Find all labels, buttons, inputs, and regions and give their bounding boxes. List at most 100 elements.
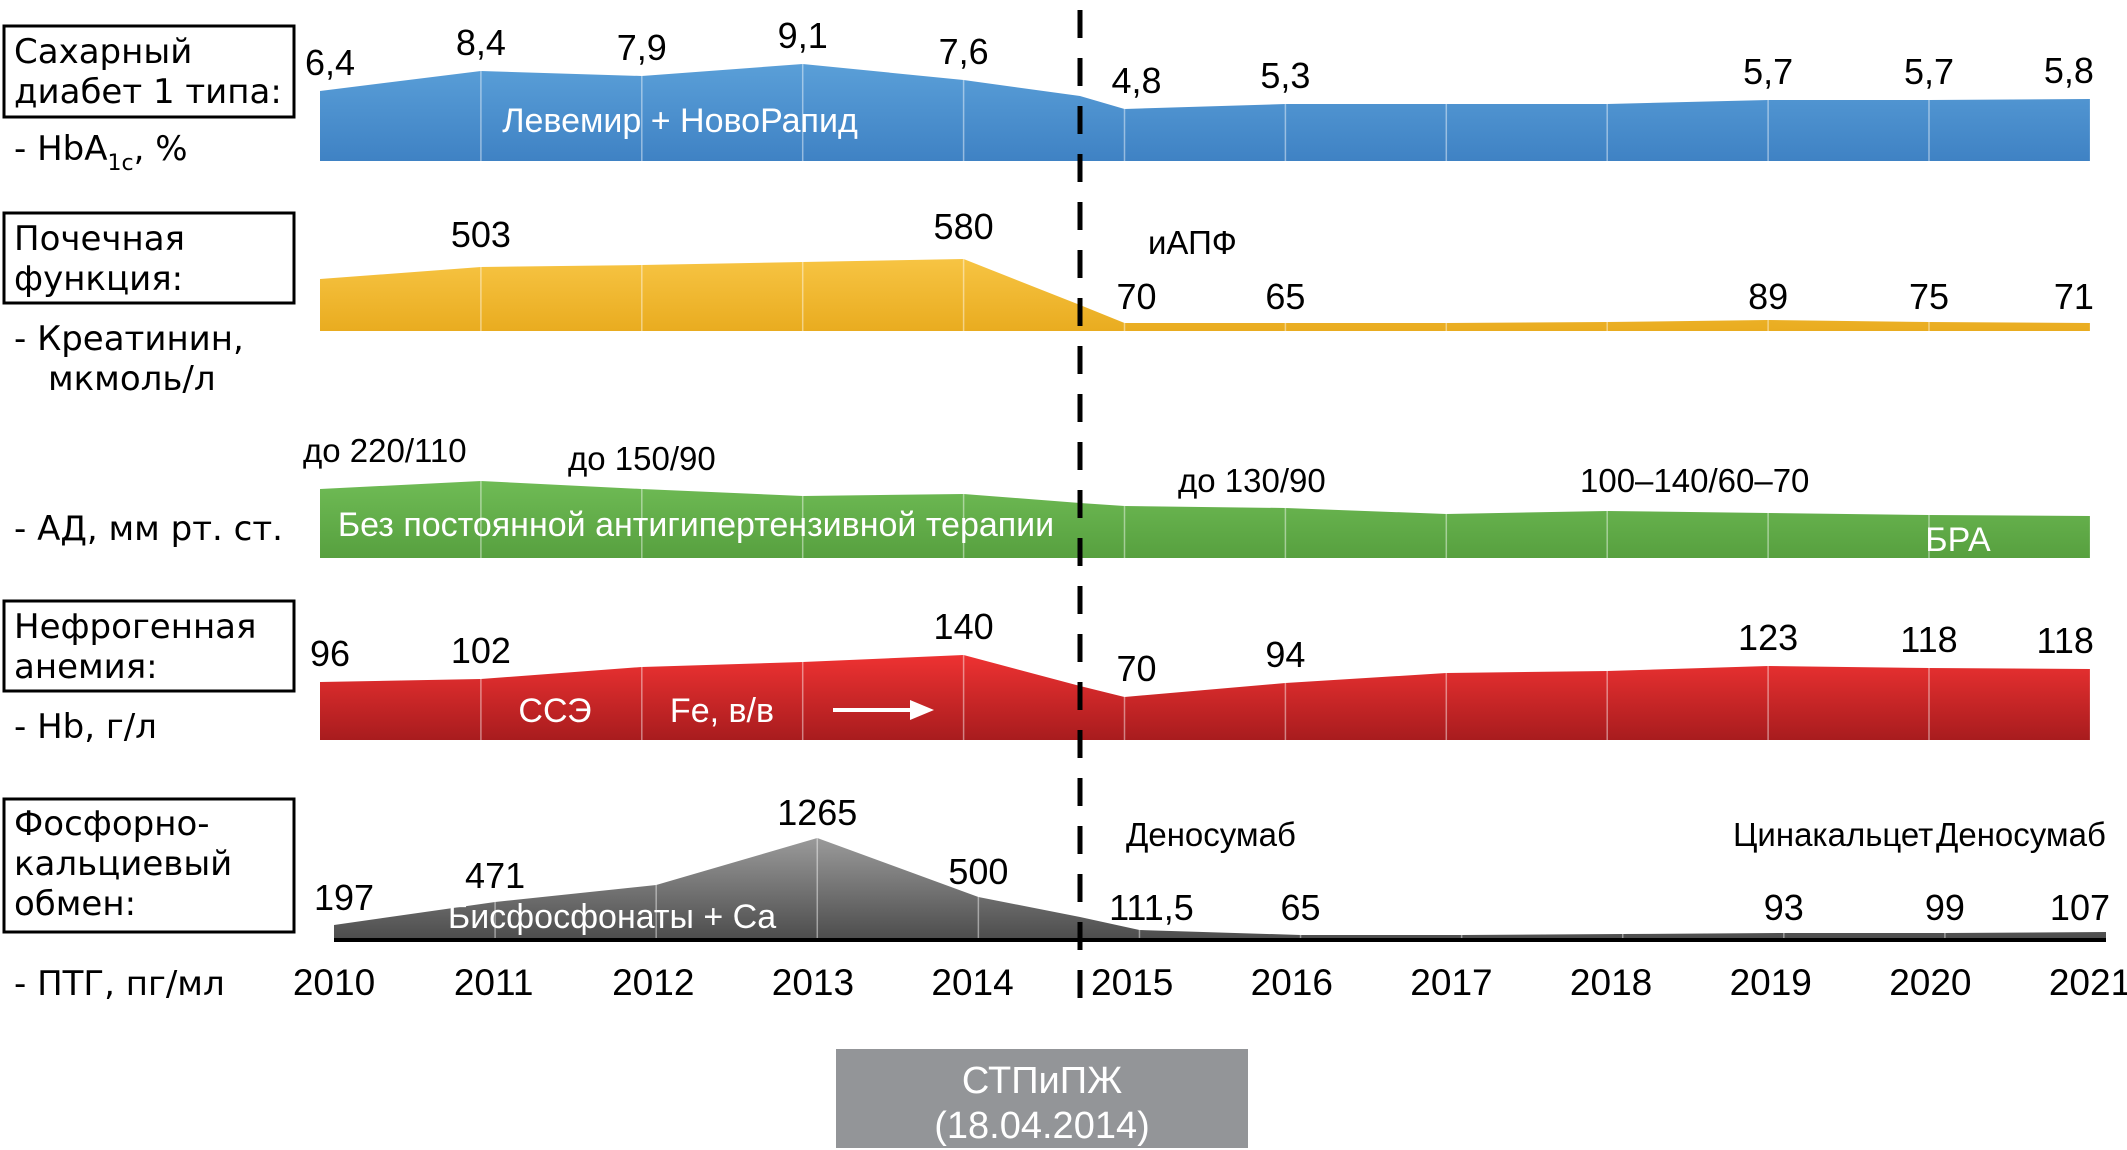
metric-label-hba1c: - HbA1c, %	[14, 129, 188, 176]
bands-layer	[320, 64, 2106, 942]
metric-label-hb: - Hb, г/л	[14, 707, 157, 747]
category-kidney: Почечная функция:	[2, 211, 296, 305]
category-phosphate: Фосфорно- кальциевый обмен:	[2, 797, 296, 934]
pth-value-label: 99	[1925, 887, 1965, 928]
category-label-line: обмен:	[14, 884, 136, 924]
metric-subscript: 1c	[107, 151, 133, 176]
creatinine-band	[320, 259, 2090, 331]
bp-range-label: до 220/110	[303, 432, 467, 469]
hb-band	[320, 655, 2090, 740]
hba1c-value-label: 6,4	[305, 42, 355, 83]
category-label-line: Сахарный	[14, 32, 192, 72]
hba1c-band	[320, 64, 2090, 161]
hba1c-value-label: 5,3	[1260, 55, 1310, 96]
metric-label-creatinine-unit: мкмоль/л	[48, 359, 216, 399]
creatinine-value-label: 71	[2054, 276, 2094, 317]
hb-value-label: 94	[1265, 634, 1305, 675]
pth-value-label: 471	[465, 855, 525, 896]
year-tick-label: 2016	[1251, 962, 1333, 1003]
year-tick-label: 2013	[772, 962, 854, 1003]
hb-value-label: 118	[1900, 619, 1957, 660]
treatment-label-no-therapy: Без постоянной антигипертензивной терапи…	[338, 506, 1054, 544]
hba1c-value-label: 4,8	[1111, 60, 1161, 101]
pth-value-label: 111,5	[1109, 887, 1194, 928]
hb-value-label: 102	[451, 630, 511, 671]
hba1c-value-label: 5,8	[2044, 50, 2094, 91]
treatment-label-denosumab: Деносумаб	[1126, 816, 1296, 853]
category-label-line: функция:	[14, 259, 183, 299]
creatinine-value-label: 65	[1265, 276, 1305, 317]
category-label-line: диабет 1 типа:	[14, 72, 282, 112]
category-box	[2, 599, 296, 693]
metric-label-pth: - ПТГ, пг/мл	[14, 964, 225, 1004]
category-label-line: Нефрогенная	[14, 607, 256, 647]
pth-value-label: 500	[948, 851, 1008, 892]
pth-value-label: 1265	[777, 792, 857, 833]
labels-layer: 6,4 8,4 7,9 9,1 7,6 4,8 5,3 5,7 5,7 5,8 503 580 70 65…	[305, 15, 2110, 928]
treatment-label-ace: иАПФ	[1148, 224, 1237, 261]
year-tick-label: 2014	[931, 962, 1013, 1003]
hb-value-label: 118	[2036, 620, 2093, 661]
year-tick-label: 2021	[2049, 962, 2127, 1003]
creatinine-value-label: 70	[1116, 276, 1156, 317]
year-tick-label: 2018	[1570, 962, 1652, 1003]
hb-value-label: 123	[1738, 617, 1798, 658]
metric-prefix: - HbA	[14, 129, 107, 169]
hb-value-label: 140	[934, 606, 994, 647]
creatinine-value-label: 75	[1909, 276, 1949, 317]
metric-label-bp: - АД, мм рт. ст.	[14, 509, 283, 549]
event-label-line2: (18.04.2014)	[934, 1105, 1150, 1147]
year-tick-label: 2010	[293, 962, 375, 1003]
category-box	[2, 211, 296, 305]
event-label-line1: СТПиПЖ	[962, 1060, 1122, 1102]
treatment-label-arb: БРА	[1925, 521, 1991, 559]
pth-value-label: 197	[314, 877, 374, 918]
hba1c-value-label: 5,7	[1904, 51, 1954, 92]
event-box: СТПиПЖ (18.04.2014)	[836, 1049, 1248, 1148]
year-tick-label: 2012	[612, 962, 694, 1003]
treatment-label-iron: Fe, в/в	[670, 692, 774, 730]
arrow-right-icon	[833, 700, 934, 720]
year-tick-label: 2019	[1730, 962, 1812, 1003]
bp-range-label: 100–140/60–70	[1580, 462, 1809, 499]
pth-value-label: 93	[1764, 887, 1804, 928]
metric-label-creatinine: - Креатинин,	[14, 319, 244, 359]
category-label-line: Фосфорно-	[14, 804, 210, 844]
treatment-label-insulin: Левемир + НовоРапид	[502, 102, 858, 140]
year-tick-label: 2011	[454, 962, 534, 1003]
category-box	[2, 24, 296, 119]
creatinine-value-label: 580	[934, 206, 994, 247]
hb-value-label: 96	[310, 633, 350, 674]
category-label-line: Почечная	[14, 219, 185, 259]
pth-value-label: 65	[1281, 887, 1321, 928]
pth-value-label: 107	[2050, 887, 2110, 928]
category-label-line: кальциевый	[14, 844, 232, 884]
category-diabetes: Сахарный диабет 1 типа:	[2, 24, 296, 119]
hb-value-label: 70	[1116, 648, 1156, 689]
bp-range-label: до 130/90	[1178, 462, 1326, 499]
treatment-label-bisphosphonates: Бисфосфонаты + Ca	[448, 898, 776, 936]
year-tick-label: 2017	[1410, 962, 1492, 1003]
creatinine-value-label: 503	[451, 214, 511, 255]
category-box	[2, 797, 296, 934]
hba1c-value-label: 7,9	[617, 27, 667, 68]
year-tick-label: 2020	[1889, 962, 1971, 1003]
treatment-label-cinacalcet: Цинакальцет	[1733, 816, 1933, 853]
bp-band	[320, 481, 2090, 558]
bp-range-label: до 150/90	[568, 440, 716, 477]
hba1c-value-label: 7,6	[939, 31, 989, 72]
treatment-label-esa: ССЭ	[518, 692, 591, 730]
hba1c-value-label: 8,4	[456, 22, 506, 63]
metric-suffix: , %	[134, 129, 188, 169]
hba1c-value-label: 9,1	[778, 15, 828, 56]
hba1c-value-label: 5,7	[1743, 51, 1793, 92]
creatinine-value-label: 89	[1748, 276, 1788, 317]
year-tick-label: 2015	[1091, 962, 1173, 1003]
category-label-line: анемия:	[14, 647, 158, 687]
pth-band	[334, 838, 2106, 939]
category-anemia: Нефрогенная анемия:	[2, 599, 296, 693]
treatment-label-denosumab: Деносумаб	[1936, 816, 2106, 853]
event-box-bg	[836, 1049, 1248, 1148]
x-axis: 2010 2011 2012 2013 2014 2015 2016 2017 2018 2019…	[293, 962, 2127, 1003]
